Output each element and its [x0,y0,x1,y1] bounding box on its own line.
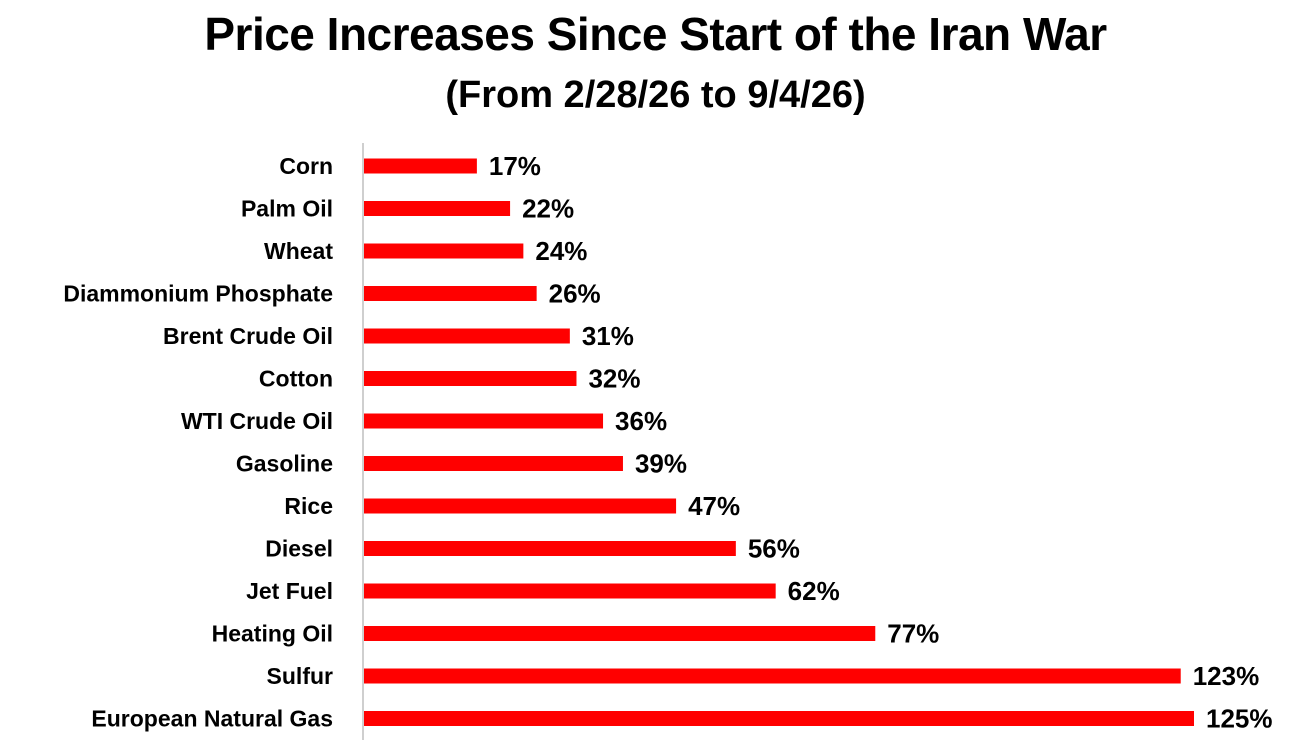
bar-gasoline [364,456,623,471]
bars-group: Corn 17% Palm Oil 22% Wheat 24% Diammonium Pho… [63,151,1272,734]
value-label-diesel: 56% [748,534,800,564]
bar-brent-crude-oil [364,328,570,344]
value-label-sulfur: 123% [1193,661,1260,691]
category-label-wti-crude-oil: WTI Crude Oil [181,408,333,434]
bar-palm-oil [364,201,511,216]
value-label-corn: 17% [489,151,541,181]
category-label-diammonium-phosphate: Diammonium Phosphate [63,281,333,307]
value-label-jet-fuel: 62% [788,576,840,606]
bar-diammonium-phosphate [364,286,537,301]
bar-european-natural-gas [364,711,1194,726]
value-label-heating-oil: 77% [887,619,939,649]
category-label-european-natural-gas: European Natural Gas [91,706,333,732]
category-label-corn: Corn [279,153,333,179]
chart-title: Price Increases Since Start of the Iran … [204,8,1107,60]
bar-diesel [364,541,736,556]
value-label-cotton: 32% [588,364,640,394]
value-label-brent-crude-oil: 31% [582,321,634,351]
bar-cotton [364,371,577,386]
bar-wti-crude-oil [364,413,604,429]
category-label-palm-oil: Palm Oil [241,196,333,222]
value-label-wheat: 24% [535,236,587,266]
value-label-diammonium-phosphate: 26% [549,279,601,309]
bar-heating-oil [364,626,876,641]
category-label-gasoline: Gasoline [236,451,333,477]
category-label-cotton: Cotton [259,366,333,392]
category-label-brent-crude-oil: Brent Crude Oil [163,323,333,349]
bar-wheat [364,243,524,259]
value-label-wti-crude-oil: 36% [615,406,667,436]
value-label-rice: 47% [688,491,740,521]
value-label-palm-oil: 22% [522,194,574,224]
value-label-european-natural-gas: 125% [1206,704,1273,734]
category-label-wheat: Wheat [264,238,333,264]
category-label-rice: Rice [284,493,333,519]
category-label-diesel: Diesel [265,536,333,562]
bar-sulfur [364,668,1181,684]
bar-jet-fuel [364,583,776,599]
bar-corn [364,158,477,174]
chart-subtitle: (From 2/28/26 to 9/4/26) [445,74,866,116]
category-label-jet-fuel: Jet Fuel [246,578,333,604]
category-label-heating-oil: Heating Oil [212,621,333,647]
bar-rice [364,498,677,514]
value-label-gasoline: 39% [635,449,687,479]
category-label-sulfur: Sulfur [267,663,333,689]
